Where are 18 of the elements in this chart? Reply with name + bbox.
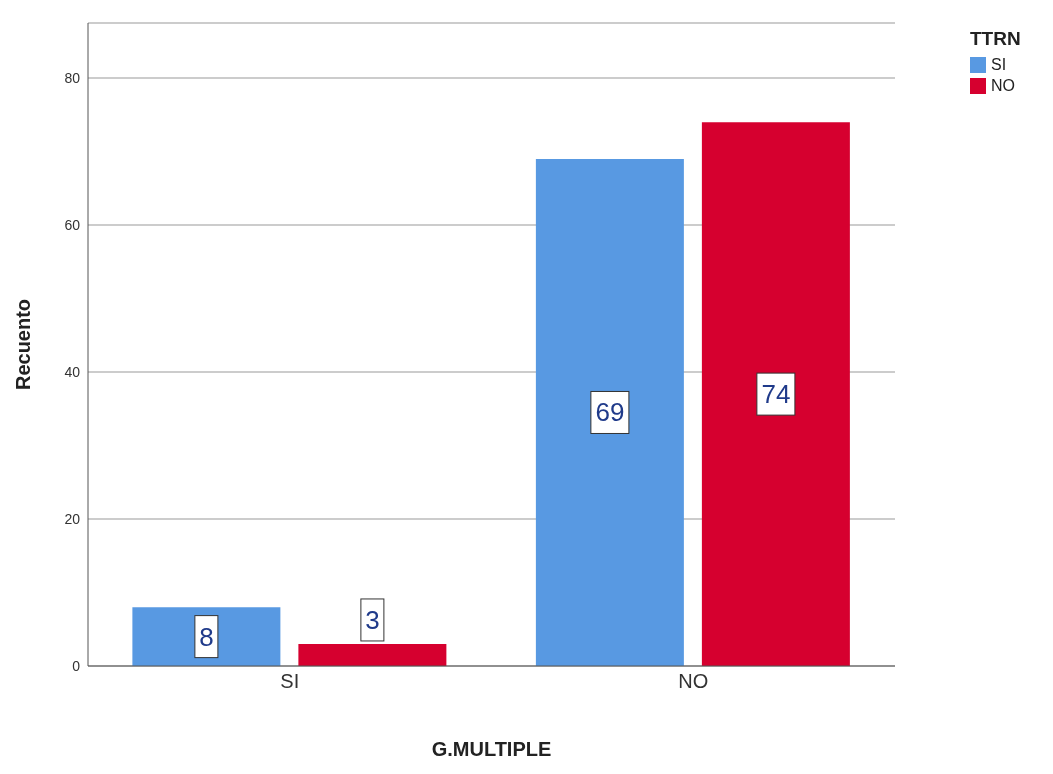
y-tick-label: 60 — [64, 217, 81, 234]
bar — [298, 643, 447, 666]
y-tick-label: 40 — [64, 364, 81, 381]
y-axis-title: Recuento — [12, 298, 35, 391]
legend-title: TTRN — [970, 28, 1022, 50]
legend-label: SI — [991, 56, 1007, 74]
y-tick-label: 20 — [64, 511, 81, 527]
bar — [535, 158, 684, 666]
data-label: 74 — [761, 379, 791, 410]
data-label: 3 — [365, 604, 380, 635]
bar — [132, 607, 281, 666]
legend-label: NO — [991, 77, 1015, 95]
data-label: 69 — [595, 397, 625, 428]
x-axis-title: G.MULTIPLE — [431, 738, 552, 760]
bar — [701, 122, 850, 666]
y-tick-label: 0 — [72, 657, 81, 674]
data-label: 8 — [199, 621, 214, 652]
y-tick-label: 80 — [64, 70, 81, 87]
